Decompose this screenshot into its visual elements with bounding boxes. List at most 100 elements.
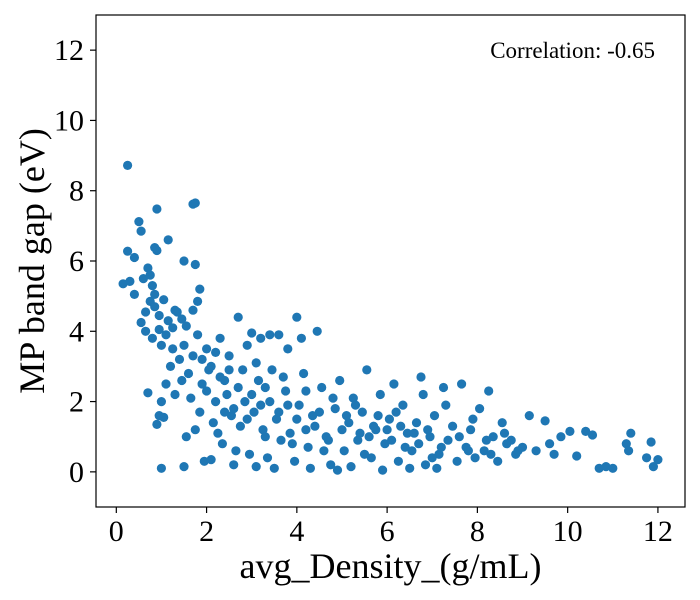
x-tick-label: 0	[109, 515, 124, 548]
data-point	[317, 382, 327, 393]
data-point	[409, 428, 419, 438]
data-point	[481, 435, 491, 445]
data-point	[344, 418, 354, 428]
data-point	[177, 375, 187, 386]
data-point	[256, 333, 266, 343]
data-point	[281, 386, 291, 396]
data-point	[179, 256, 189, 266]
data-point	[136, 226, 146, 236]
data-point	[362, 365, 372, 375]
data-point	[572, 451, 582, 461]
data-point	[170, 389, 180, 400]
x-axis-title: avg_Density_(g/mL)	[240, 546, 542, 586]
data-point	[129, 289, 139, 299]
data-point	[193, 330, 203, 340]
data-point	[418, 389, 428, 400]
data-point	[350, 400, 361, 410]
data-point	[429, 411, 440, 421]
data-point	[138, 274, 148, 284]
data-point	[432, 463, 442, 473]
y-axis-title: MP band gap (eV)	[12, 128, 52, 394]
data-point	[423, 425, 433, 435]
data-point	[147, 281, 157, 291]
data-point	[156, 397, 166, 407]
data-point	[125, 276, 135, 286]
data-point	[168, 323, 178, 333]
data-point	[425, 432, 435, 442]
data-point	[190, 198, 200, 208]
data-point	[463, 446, 473, 456]
data-point	[165, 361, 176, 371]
data-point	[150, 289, 160, 299]
y-tick-label: 8	[69, 175, 84, 208]
data-point	[251, 358, 261, 368]
data-point	[197, 379, 207, 389]
data-point	[314, 407, 324, 417]
data-point	[499, 428, 510, 438]
data-point	[141, 326, 151, 336]
data-point	[224, 351, 234, 361]
data-point	[303, 442, 313, 452]
data-point	[396, 421, 406, 431]
data-point	[357, 407, 367, 417]
data-point	[337, 425, 347, 435]
data-point	[646, 437, 656, 447]
data-point	[274, 407, 284, 417]
data-point	[141, 307, 151, 317]
data-point	[274, 330, 284, 340]
data-point	[398, 400, 408, 410]
data-point	[168, 344, 178, 354]
data-point	[301, 425, 311, 435]
data-point	[330, 404, 340, 414]
data-point	[242, 414, 252, 424]
data-point	[197, 354, 207, 364]
data-point	[378, 465, 388, 475]
data-point	[416, 372, 426, 382]
data-point	[359, 449, 370, 459]
y-tick-label: 6	[69, 245, 84, 278]
data-point	[587, 430, 598, 440]
data-point	[382, 425, 392, 435]
data-point	[341, 411, 352, 421]
data-point	[384, 414, 394, 424]
data-point	[373, 411, 383, 421]
data-point	[238, 365, 248, 375]
data-point	[448, 421, 458, 431]
data-point	[642, 453, 652, 463]
y-tick-label: 10	[54, 104, 84, 137]
data-point	[608, 463, 618, 473]
data-point	[332, 465, 343, 475]
data-point	[276, 435, 286, 445]
data-point	[290, 456, 300, 466]
data-point	[301, 386, 311, 396]
data-point	[420, 460, 431, 470]
data-point	[195, 407, 205, 417]
x-axis-ticks: 0 2 4 6 8 10 12	[109, 507, 673, 548]
y-tick-label: 4	[69, 315, 84, 348]
data-point	[202, 344, 212, 354]
data-point	[438, 382, 449, 393]
data-point	[400, 442, 410, 452]
data-point	[229, 460, 239, 470]
data-point	[626, 428, 636, 438]
data-point	[193, 296, 203, 306]
data-point	[265, 330, 275, 340]
data-point	[202, 386, 212, 396]
data-point	[299, 368, 309, 379]
data-point	[143, 388, 153, 398]
data-point	[159, 295, 169, 305]
data-point	[179, 462, 189, 472]
data-point	[181, 321, 191, 331]
data-point	[355, 428, 365, 438]
data-point	[497, 418, 507, 428]
data-point	[364, 432, 374, 442]
x-tick-label: 10	[553, 515, 583, 548]
data-point	[402, 428, 412, 438]
data-point	[283, 400, 293, 410]
data-point	[206, 455, 216, 465]
data-point	[242, 340, 252, 350]
data-point	[389, 379, 399, 389]
data-point	[215, 333, 225, 343]
data-point	[186, 393, 196, 403]
